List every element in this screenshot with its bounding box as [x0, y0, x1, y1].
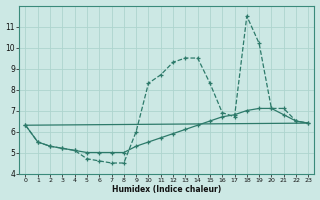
X-axis label: Humidex (Indice chaleur): Humidex (Indice chaleur) — [112, 185, 221, 194]
